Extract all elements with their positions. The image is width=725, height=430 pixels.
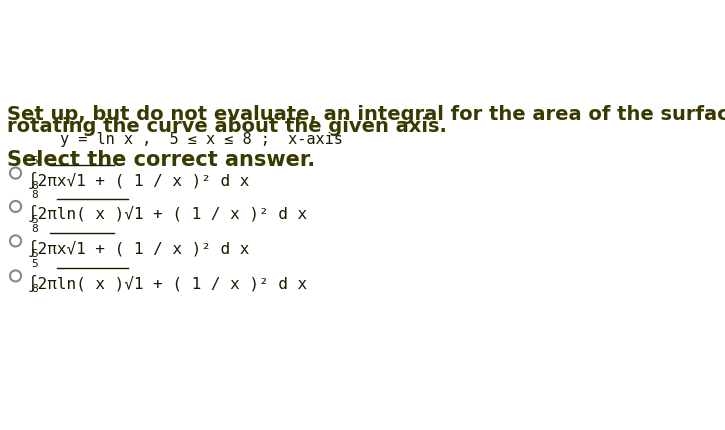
Text: rotating the curve about the given axis.: rotating the curve about the given axis. [7,117,447,135]
Text: Set up, but do not evaluate, an integral for the area of the surface obtained by: Set up, but do not evaluate, an integral… [7,104,725,123]
Text: 8: 8 [32,283,38,293]
Text: 5: 5 [32,249,38,258]
Text: 5: 5 [32,214,38,224]
Text: ∫2πx√1 + ( 1 / x )² d x: ∫2πx√1 + ( 1 / x )² d x [28,172,249,188]
Text: 5: 5 [32,156,38,166]
Text: ∫2πx√1 + ( 1 / x )² d x: ∫2πx√1 + ( 1 / x )² d x [28,239,249,256]
Text: ∫2πln( x )√1 + ( 1 / x )² d x: ∫2πln( x )√1 + ( 1 / x )² d x [28,274,307,291]
Text: 8: 8 [32,189,38,199]
Text: 5: 5 [32,258,38,268]
Text: 8: 8 [32,224,38,233]
Text: y = ln x ,  5 ≤ x ≤ 8 ;  x-axis: y = ln x , 5 ≤ x ≤ 8 ; x-axis [59,132,343,147]
Text: ∫2πln( x )√1 + ( 1 / x )² d x: ∫2πln( x )√1 + ( 1 / x )² d x [28,205,307,222]
Text: 8: 8 [32,181,38,191]
Text: Select the correct answer.: Select the correct answer. [7,150,315,170]
